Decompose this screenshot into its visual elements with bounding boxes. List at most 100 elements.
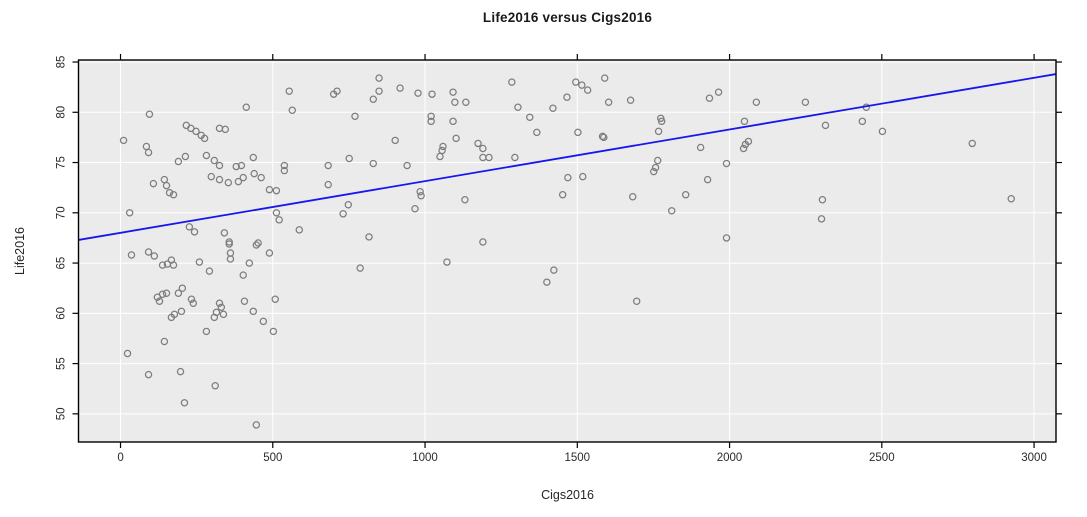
data-point [511, 153, 519, 162]
data-point [681, 190, 690, 199]
data-point [207, 172, 215, 181]
data-point [508, 78, 516, 86]
data-point [752, 98, 761, 106]
data-point [600, 74, 609, 82]
data-point [578, 81, 586, 89]
data-point [215, 161, 224, 170]
data-point [125, 209, 134, 217]
data-point [240, 297, 249, 305]
data-point [740, 117, 749, 126]
data-point [271, 295, 279, 303]
data-point [703, 175, 712, 184]
data-point [705, 94, 714, 102]
data-point [461, 196, 469, 204]
data-point [220, 229, 229, 237]
data-point [221, 125, 230, 134]
data-point [479, 144, 487, 153]
data-point [396, 84, 404, 92]
data-point [150, 252, 159, 260]
data-point [657, 117, 666, 126]
x-tick-label: 2500 [869, 452, 895, 464]
data-point [345, 154, 353, 163]
data-point [202, 151, 211, 160]
data-point [436, 152, 444, 161]
data-point [144, 148, 153, 157]
data-point [428, 90, 436, 98]
data-point [356, 264, 364, 272]
data-point [579, 172, 587, 181]
data-point [533, 128, 541, 137]
data-point [295, 226, 303, 234]
data-point [280, 161, 289, 170]
chart-title: Life2016 versus Cigs2016 [482, 10, 653, 25]
data-point [160, 337, 169, 346]
y-tick-label: 55 [56, 357, 68, 370]
panel-background [78, 60, 1056, 442]
data-point [174, 157, 183, 166]
x-axis-label: Cigs2016 [541, 488, 594, 502]
data-point [365, 233, 373, 241]
data-point [269, 327, 278, 336]
data-point [202, 327, 211, 336]
data-point [272, 209, 281, 217]
data-point [324, 161, 332, 170]
panel-border [77, 59, 1057, 443]
data-point [416, 187, 424, 196]
data-point [344, 201, 353, 209]
data-point [403, 161, 411, 170]
data-point [195, 258, 204, 266]
data-point [369, 95, 377, 103]
data-point [259, 317, 268, 326]
data-point [285, 87, 293, 95]
data-point [144, 248, 153, 256]
data-point [451, 98, 459, 106]
data-point [169, 190, 178, 199]
data-point [339, 210, 347, 218]
data-point [514, 103, 522, 111]
data-point [549, 104, 557, 112]
data-point [968, 139, 976, 148]
data-point [239, 271, 247, 279]
y-tick-label: 60 [56, 307, 68, 320]
data-point [526, 113, 534, 122]
data-point [414, 89, 422, 97]
data-point [275, 216, 283, 224]
data-point [485, 153, 493, 162]
y-tick-label: 80 [56, 106, 68, 119]
data-point [177, 307, 186, 316]
data-point [249, 153, 258, 162]
data-point [858, 117, 867, 126]
data-point [714, 88, 723, 96]
data-point [265, 249, 274, 257]
data-point [211, 381, 219, 390]
data-point [427, 117, 435, 126]
data-point [219, 310, 228, 319]
data-point [369, 159, 377, 168]
y-tick-label: 65 [56, 257, 68, 270]
data-point [210, 156, 219, 165]
data-point [189, 299, 198, 307]
x-tick-label: 2000 [717, 452, 743, 464]
data-point [234, 177, 243, 186]
data-point [632, 297, 641, 305]
data-point [174, 289, 183, 297]
data-point [600, 133, 608, 142]
data-point [215, 299, 224, 307]
y-axis-label: Life2016 [13, 227, 27, 275]
data-point [212, 308, 221, 317]
data-point [239, 173, 247, 182]
data-point [149, 179, 158, 188]
data-point [1007, 195, 1015, 203]
data-point [558, 190, 567, 199]
data-point [162, 289, 171, 297]
data-point [550, 266, 558, 274]
data-point [598, 132, 607, 141]
data-point [722, 234, 731, 242]
data-point [667, 207, 676, 215]
data-point [572, 78, 580, 86]
data-point [628, 192, 637, 201]
data-point [741, 140, 750, 149]
data-point [351, 112, 359, 121]
data-point [564, 173, 572, 182]
